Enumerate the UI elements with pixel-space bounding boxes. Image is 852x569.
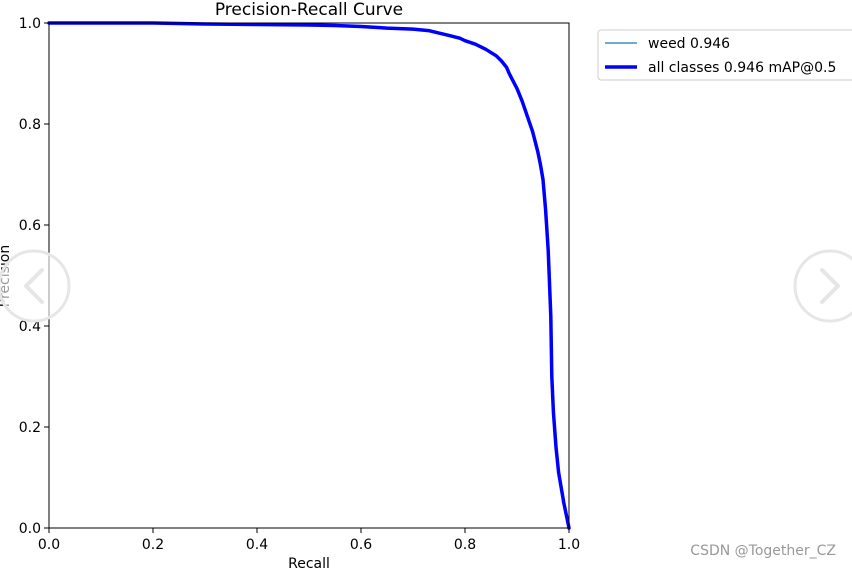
x-axis-title: Recall <box>288 556 330 569</box>
x-tick-label: 1.0 <box>558 537 580 553</box>
y-tick-label: 1.0 <box>19 16 41 32</box>
chevron-right-icon <box>820 268 840 304</box>
y-axis-ticks: 0.0 0.2 0.4 0.6 0.8 1.0 <box>19 16 49 537</box>
y-tick-label: 0.2 <box>19 420 41 436</box>
legend-label-1: all classes 0.946 mAP@0.5 <box>648 60 836 76</box>
watermark-text: CSDN @Together_CZ <box>690 543 836 559</box>
legend-label-0: weed 0.946 <box>648 36 730 52</box>
prev-button[interactable] <box>0 249 71 323</box>
legend: weed 0.946 all classes 0.946 mAP@0.5 <box>597 29 852 81</box>
y-tick-label: 0.4 <box>19 319 41 335</box>
y-tick-label: 0.6 <box>19 218 41 234</box>
chevron-left-icon <box>24 268 44 304</box>
next-button-circle <box>793 249 852 323</box>
x-tick-label: 0.6 <box>350 537 372 553</box>
y-tick-label: 0.0 <box>19 521 41 537</box>
series-line-1 <box>47 21 571 530</box>
plot-frame <box>48 22 570 529</box>
next-button[interactable] <box>793 249 852 323</box>
x-tick-label: 0.4 <box>246 537 268 553</box>
legend-box <box>597 29 852 81</box>
prev-button-circle <box>0 249 71 323</box>
chart-title: Precision-Recall Curve <box>215 0 403 20</box>
x-tick-label: 0.8 <box>454 537 476 553</box>
series-line-0 <box>48 22 570 529</box>
x-axis-ticks: 0.0 0.2 0.4 0.6 0.8 1.0 <box>38 528 580 553</box>
series-layer <box>47 21 571 530</box>
y-tick-label: 0.8 <box>19 117 41 133</box>
x-tick-label: 0.0 <box>38 537 60 553</box>
x-tick-label: 0.2 <box>142 537 164 553</box>
